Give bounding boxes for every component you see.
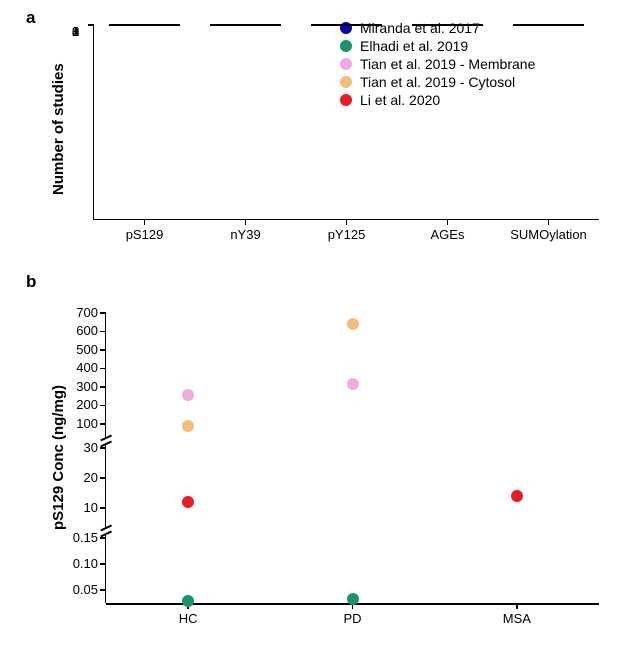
- y-tick: [100, 537, 106, 539]
- y-tick: [100, 312, 106, 314]
- data-point: [347, 593, 359, 605]
- data-point: [182, 496, 194, 508]
- data-point: [182, 595, 194, 607]
- panel-b-ylabel: pS129 Conc (ng/mg): [50, 385, 67, 530]
- y-tick-label: 0.05: [56, 582, 98, 597]
- data-point: [182, 389, 194, 401]
- data-point: [511, 490, 523, 502]
- y-tick-label: 600: [56, 323, 98, 338]
- bar-segment: [513, 24, 584, 26]
- y-tick-label: 4: [72, 24, 79, 39]
- x-tick-label: nY39: [201, 227, 291, 242]
- x-tick: [447, 219, 449, 225]
- panel-a-chart: 01234pS129nY39pY125AGEsSUMOylation: [93, 24, 599, 220]
- x-tick-label: AGEs: [403, 227, 493, 242]
- x-tick-label: PD: [323, 611, 383, 626]
- panel-b-label: b: [26, 272, 36, 292]
- y-tick: [100, 477, 106, 479]
- y-tick-label: 700: [56, 305, 98, 320]
- x-tick-label: pS129: [100, 227, 190, 242]
- panel-a-ylabel: Number of studies: [50, 63, 67, 195]
- y-tick-label: 0.15: [56, 530, 98, 545]
- y-tick: [100, 589, 106, 591]
- y-tick: [100, 563, 106, 565]
- x-tick: [245, 219, 247, 225]
- data-point: [347, 378, 359, 390]
- bar-segment: [311, 24, 382, 26]
- panel-b-chart: 0.050.100.15102030100200300400500600700H…: [105, 313, 599, 603]
- bar-segment: [412, 24, 483, 26]
- x-tick: [516, 603, 518, 609]
- y-tick: [100, 368, 106, 370]
- figure: a b Miranda et al. 2017Elhadi et al. 201…: [0, 0, 630, 663]
- y-tick: [100, 447, 106, 449]
- x-tick-label: HC: [158, 611, 218, 626]
- bar-segment: [109, 24, 180, 26]
- x-tick: [548, 219, 550, 225]
- data-point: [182, 420, 194, 432]
- axis-break: [104, 527, 109, 535]
- y-tick: [100, 423, 106, 425]
- y-tick: [88, 24, 94, 26]
- x-tick-label: pY125: [302, 227, 392, 242]
- y-tick: [100, 349, 106, 351]
- x-tick: [144, 219, 146, 225]
- y-tick-label: 400: [56, 360, 98, 375]
- y-tick-label: 0.10: [56, 556, 98, 571]
- x-tick-label: SUMOylation: [504, 227, 594, 242]
- y-tick: [100, 507, 106, 509]
- y-tick-label: 500: [56, 342, 98, 357]
- x-tick-label: MSA: [487, 611, 547, 626]
- y-tick: [100, 331, 106, 333]
- axis-break: [104, 437, 109, 445]
- x-tick: [346, 219, 348, 225]
- panel-a-label: a: [26, 8, 35, 28]
- data-point: [347, 318, 359, 330]
- y-tick: [100, 405, 106, 407]
- y-tick: [100, 386, 106, 388]
- bar-segment: [210, 24, 281, 26]
